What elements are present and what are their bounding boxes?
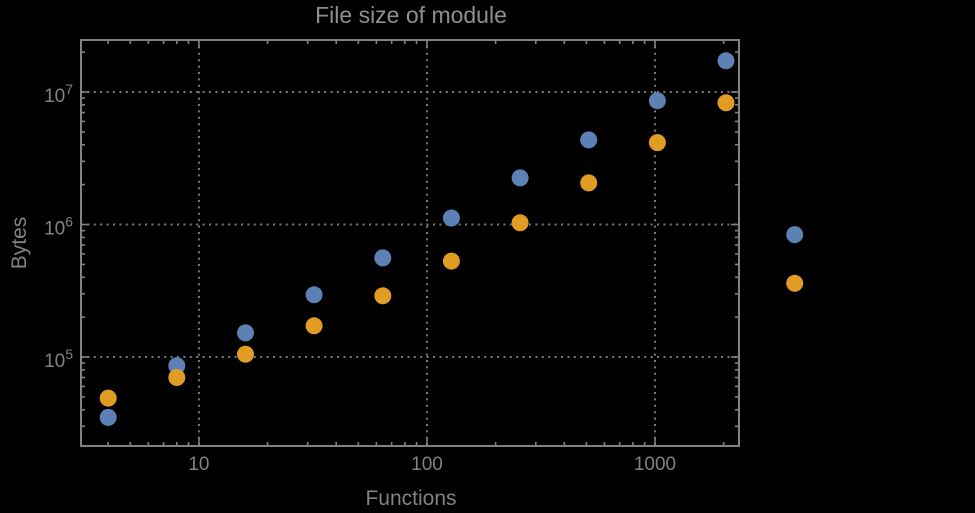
x-tick-label: 1000 (634, 454, 676, 475)
data-point-orange (237, 345, 254, 363)
plot-frame (80, 39, 740, 447)
data-point-blue (374, 249, 392, 267)
data-point-blue (717, 52, 735, 70)
data-point-blue (648, 92, 666, 110)
data-point-orange (511, 214, 529, 232)
data-point-orange (786, 274, 804, 292)
data-point-orange (99, 389, 117, 407)
x-tick-label: 100 (411, 454, 443, 475)
y-tick-label: 106 (44, 214, 73, 240)
y-axis-label: Bytes (8, 216, 31, 270)
data-point-orange (442, 252, 460, 270)
data-point-blue (511, 169, 529, 187)
x-axis-label: Functions (365, 487, 457, 510)
data-point-blue (442, 209, 460, 227)
data-point-orange (168, 369, 186, 386)
data-point-orange (580, 174, 598, 192)
data-point-blue (99, 408, 117, 426)
data-point-blue (168, 357, 186, 375)
y-tick-label: 107 (44, 81, 73, 107)
data-point-blue (237, 324, 254, 342)
data-point-orange (374, 287, 392, 305)
data-point-orange (648, 134, 666, 152)
x-tick-label: 10 (188, 454, 209, 475)
data-point-blue (580, 131, 598, 149)
data-point-orange (305, 317, 323, 335)
y-tick-label: 105 (44, 346, 73, 372)
data-point-blue (305, 286, 323, 304)
data-point-orange (717, 94, 735, 112)
chart-title: File size of module (315, 2, 507, 28)
data-point-blue (786, 226, 804, 244)
